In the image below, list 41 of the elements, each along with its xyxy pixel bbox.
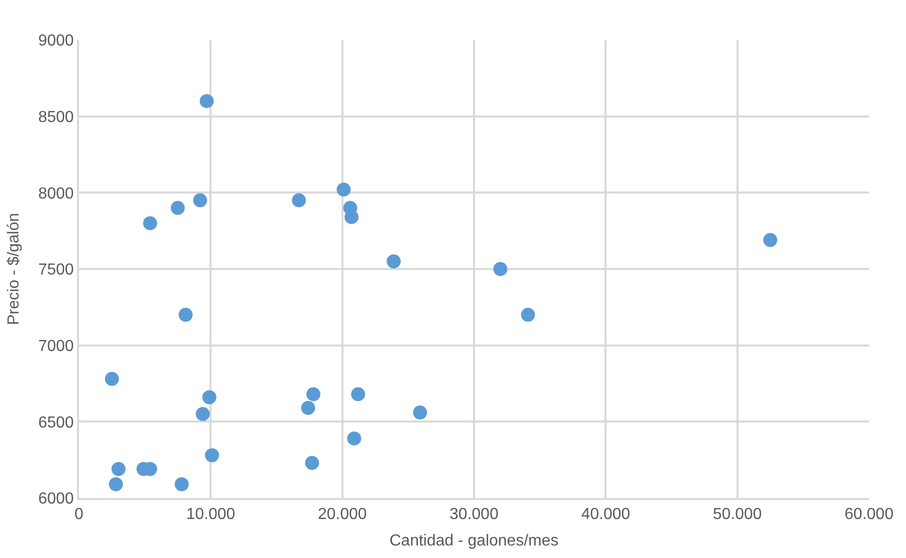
point — [344, 210, 359, 224]
point — [292, 193, 306, 208]
x-tick-label: 20.000 — [318, 506, 367, 524]
point — [520, 308, 535, 322]
point — [301, 400, 316, 415]
point — [347, 431, 362, 446]
point — [143, 216, 158, 230]
point — [196, 407, 210, 422]
point — [305, 456, 320, 470]
y-tick-label: 7000 — [38, 338, 74, 355]
point — [104, 372, 119, 386]
y-tick-label: 7500 — [38, 262, 74, 279]
x-tick-label: 60.000 — [844, 506, 894, 524]
y-tick-label: 8000 — [38, 185, 74, 202]
point — [336, 182, 351, 197]
x-tick-label: 10.000 — [186, 506, 236, 524]
x-tick-label: 0 — [74, 506, 84, 524]
y-tick-label: 6000 — [38, 490, 74, 508]
y-tick-label: 6500 — [38, 414, 74, 432]
point — [413, 406, 428, 420]
point — [763, 232, 778, 247]
y-axis-title: Precio - $/galón — [6, 212, 23, 326]
x-axis-title: Cantidad - galones/mes — [390, 532, 558, 550]
point — [174, 477, 189, 492]
point — [170, 200, 185, 215]
point — [204, 448, 219, 462]
point — [200, 94, 214, 108]
x-tick-label: 50.000 — [712, 506, 762, 524]
point — [493, 262, 508, 276]
point — [108, 477, 123, 492]
point — [202, 390, 216, 404]
point — [351, 387, 366, 402]
y-tick-label: 9000 — [38, 32, 74, 50]
y-tick-label: 8500 — [38, 108, 74, 126]
x-tick-label: 30.000 — [450, 506, 499, 524]
point — [306, 387, 320, 402]
x-tick-label: 40.000 — [581, 506, 630, 524]
point — [178, 308, 193, 322]
point — [386, 254, 401, 268]
point — [193, 193, 208, 208]
point — [112, 462, 126, 476]
